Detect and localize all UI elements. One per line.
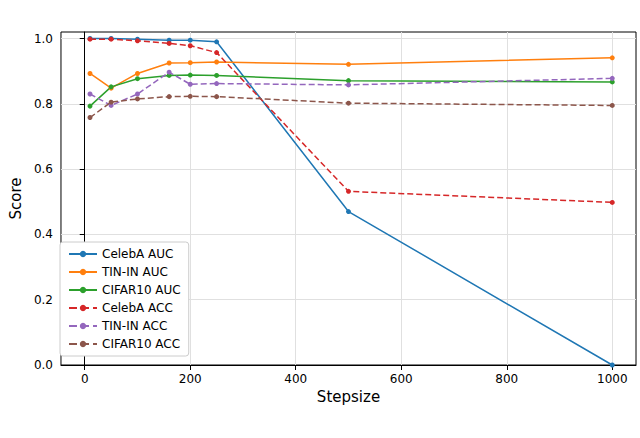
svg-text:0: 0 bbox=[81, 372, 89, 386]
svg-text:1.0: 1.0 bbox=[34, 32, 53, 46]
svg-text:200: 200 bbox=[179, 372, 202, 386]
svg-text:0.4: 0.4 bbox=[34, 227, 53, 241]
svg-text:Score: Score bbox=[7, 177, 25, 219]
svg-text:CelebA ACC: CelebA ACC bbox=[102, 301, 173, 315]
svg-text:Stepsize: Stepsize bbox=[317, 388, 380, 406]
svg-text:1000: 1000 bbox=[597, 372, 628, 386]
svg-text:0.2: 0.2 bbox=[34, 293, 53, 307]
svg-text:TIN-IN ACC: TIN-IN ACC bbox=[101, 319, 167, 333]
svg-text:400: 400 bbox=[284, 372, 307, 386]
svg-text:CelebA AUC: CelebA AUC bbox=[102, 247, 174, 261]
svg-text:600: 600 bbox=[390, 372, 413, 386]
svg-text:800: 800 bbox=[495, 372, 518, 386]
svg-text:TIN-IN AUC: TIN-IN AUC bbox=[101, 265, 168, 279]
svg-text:CIFAR10 ACC: CIFAR10 ACC bbox=[102, 337, 180, 351]
svg-text:0.0: 0.0 bbox=[34, 358, 53, 372]
svg-text:0.8: 0.8 bbox=[34, 97, 53, 111]
svg-text:0.6: 0.6 bbox=[34, 162, 53, 176]
svg-text:CIFAR10 AUC: CIFAR10 AUC bbox=[102, 283, 181, 297]
